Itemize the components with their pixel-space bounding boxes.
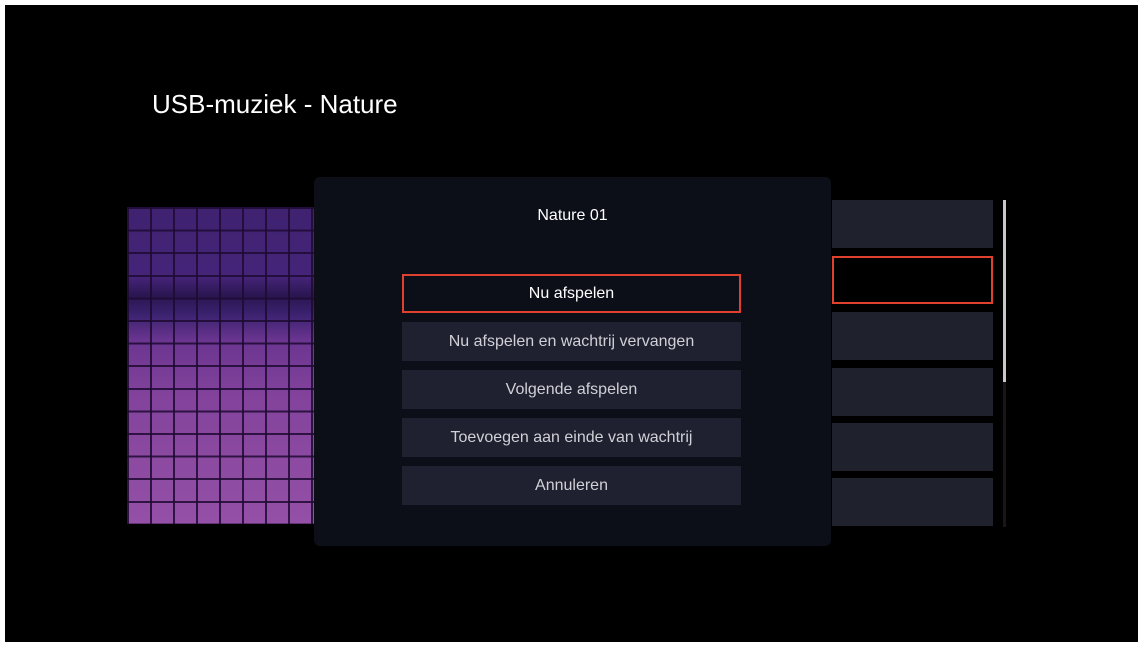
cancel-button[interactable]: Annuleren bbox=[402, 466, 741, 505]
play-now-button[interactable]: Nu afspelen bbox=[402, 274, 741, 313]
list-item-focused[interactable] bbox=[832, 256, 993, 304]
scrollbar-thumb[interactable] bbox=[1003, 200, 1006, 382]
list-item[interactable] bbox=[832, 200, 993, 248]
play-now-replace-queue-button[interactable]: Nu afspelen en wachtrij vervangen bbox=[402, 322, 741, 361]
list-item[interactable] bbox=[832, 368, 993, 416]
options-dialog: Nature 01 Nu afspelen Nu afspelen en wac… bbox=[314, 177, 831, 546]
list-item[interactable] bbox=[832, 312, 993, 360]
dialog-title: Nature 01 bbox=[537, 207, 608, 224]
play-next-button[interactable]: Volgende afspelen bbox=[402, 370, 741, 409]
album-art bbox=[127, 207, 314, 524]
tv-screen: USB-muziek - Nature Nature 01 Nu afspele… bbox=[5, 5, 1138, 642]
list-item[interactable] bbox=[832, 423, 993, 471]
scrollbar[interactable] bbox=[1003, 200, 1006, 527]
add-to-queue-end-button[interactable]: Toevoegen aan einde van wachtrij bbox=[402, 418, 741, 457]
page-title: USB-muziek - Nature bbox=[152, 89, 398, 119]
list-item[interactable] bbox=[832, 478, 993, 526]
